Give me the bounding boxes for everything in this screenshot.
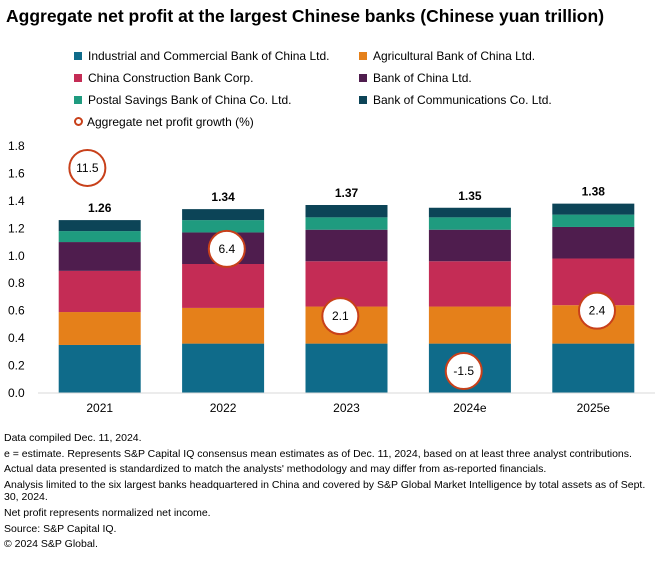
growth-marker: [68, 148, 107, 187]
bar-segment-icbc-2023: [305, 343, 388, 393]
note-copyright: © 2024 S&P Global.: [4, 538, 98, 551]
growth-marker: [321, 297, 360, 336]
y-tick-label: 0.4: [8, 331, 25, 345]
growth-marker: [207, 229, 246, 268]
bar-segment-psbc-2024e: [428, 217, 511, 230]
legend-item-abc: Agricultural Bank of China Ltd.: [359, 49, 535, 63]
legend-label-bocom: Bank of Communications Co. Ltd.: [373, 93, 552, 107]
note-compiled: Data compiled Dec. 11, 2024.: [4, 432, 142, 444]
y-tick-label: 0.2: [8, 359, 25, 373]
legend-swatch-icbc: [74, 52, 82, 60]
y-tick-label: 1.8: [8, 139, 25, 153]
legend-label-abc: Agricultural Bank of China Ltd.: [373, 49, 536, 63]
y-tick-label: 0.8: [8, 276, 25, 290]
bar-segment-bocom-2022: [182, 209, 265, 221]
legend-label-growth: Aggregate net profit growth (%): [87, 115, 254, 129]
x-tick-label: 2024e: [453, 401, 487, 415]
y-tick-label: 1.4: [8, 194, 25, 208]
bar-segment-bocom-2024e: [428, 207, 511, 218]
growth-label: 11.5: [76, 161, 99, 175]
y-axis: 0.0 0.2 0.4 0.6 0.8 1.0 1.2 1.4 1.6 1.8: [8, 139, 25, 400]
note-standardized: Actual data presented is standardized to…: [4, 463, 547, 476]
legend-swatch-bocom: [359, 96, 367, 104]
bar-segment-icbc-2021: [58, 344, 141, 393]
total-label: 1.26: [88, 201, 112, 215]
legend-swatch-boc: [359, 74, 367, 82]
total-labels: 1.26 1.34 1.37 1.35 1.38: [88, 185, 605, 215]
legend-swatch-abc: [359, 52, 367, 60]
note-net-profit: Net profit represents normalized net inc…: [4, 506, 211, 519]
legend-item-growth: Aggregate net profit growth (%): [74, 115, 254, 129]
legend-label-boc: Bank of China Ltd.: [373, 71, 472, 85]
legend-circle-icon: [74, 117, 83, 126]
bar-segment-bocom-2025e: [552, 203, 635, 215]
bar-segment-ccb-2021: [58, 270, 141, 313]
legend-label-icbc: Industrial and Commercial Bank of China …: [88, 49, 330, 63]
total-label: 1.37: [335, 186, 359, 200]
bar-segment-psbc-2021: [58, 231, 141, 243]
x-axis: 2021 2022 2023 2024e 2025e: [38, 392, 655, 415]
legend-swatch-psbc: [74, 96, 82, 104]
bar-segment-psbc-2023: [305, 217, 388, 230]
footnotes: Data compiled Dec. 11, 2024. e = estimat…: [4, 432, 652, 554]
legend-label-ccb: China Construction Bank Corp.: [88, 71, 254, 85]
growth-label: 2.4: [589, 304, 606, 318]
chart-title: Aggregate net profit at the largest Chin…: [6, 6, 605, 26]
y-tick-label: 0.0: [8, 386, 25, 400]
bar-segment-bocom-2023: [305, 205, 388, 218]
y-tick-label: 0.6: [8, 304, 25, 318]
x-tick-label: 2025e: [577, 401, 611, 415]
x-tick-label: 2023: [333, 401, 360, 415]
legend-item-psbc: Postal Savings Bank of China Co. Ltd.: [74, 93, 291, 107]
y-tick-label: 1.6: [8, 166, 25, 180]
bar-segment-abc-2022: [182, 307, 265, 344]
bar-segment-icbc-2022: [182, 343, 265, 393]
x-tick-label: 2021: [86, 401, 113, 415]
legend-swatch-ccb: [74, 74, 82, 82]
x-tick-label: 2022: [210, 401, 237, 415]
growth-markers: 11.5 6.4 2.1 -1.5 2.4: [68, 148, 617, 391]
growth-label: -1.5: [453, 364, 474, 378]
growth-label: 6.4: [218, 242, 235, 256]
bar-segment-boc-2023: [305, 229, 388, 262]
bar-segment-boc-2021: [58, 242, 141, 271]
bar-segment-boc-2025e: [552, 226, 635, 259]
bar-stacks: [58, 203, 635, 393]
growth-label: 2.1: [332, 309, 349, 323]
bar-segment-ccb-2024e: [428, 261, 511, 307]
note-analysis-scope: Analysis limited to the six largest bank…: [4, 478, 646, 504]
bar-segment-bocom-2021: [58, 220, 141, 232]
growth-marker: [444, 352, 483, 391]
legend-item-icbc: Industrial and Commercial Bank of China …: [74, 49, 329, 63]
y-tick-label: 1.0: [8, 249, 25, 263]
bar-segment-abc-2021: [58, 312, 141, 345]
legend-item-ccb: China Construction Bank Corp.: [74, 71, 253, 85]
bar-segment-abc-2024e: [428, 306, 511, 344]
y-tick-label: 1.2: [8, 221, 25, 235]
legend-item-bocom: Bank of Communications Co. Ltd.: [359, 93, 552, 107]
note-estimate: e = estimate. Represents S&P Capital IQ …: [4, 447, 632, 460]
total-label: 1.38: [582, 185, 606, 199]
growth-marker: [578, 291, 617, 330]
bar-segment-ccb-2022: [182, 264, 265, 308]
bar-segment-psbc-2025e: [552, 214, 635, 227]
bar-segment-psbc-2022: [182, 220, 265, 233]
legend-item-boc: Bank of China Ltd.: [359, 71, 472, 85]
bar-segment-boc-2024e: [428, 229, 511, 262]
note-source: Source: S&P Capital IQ.: [4, 522, 117, 535]
total-label: 1.34: [211, 190, 235, 204]
bar-segment-icbc-2025e: [552, 343, 635, 393]
legend-label-psbc: Postal Savings Bank of China Co. Ltd.: [88, 93, 292, 107]
total-label: 1.35: [458, 189, 482, 203]
